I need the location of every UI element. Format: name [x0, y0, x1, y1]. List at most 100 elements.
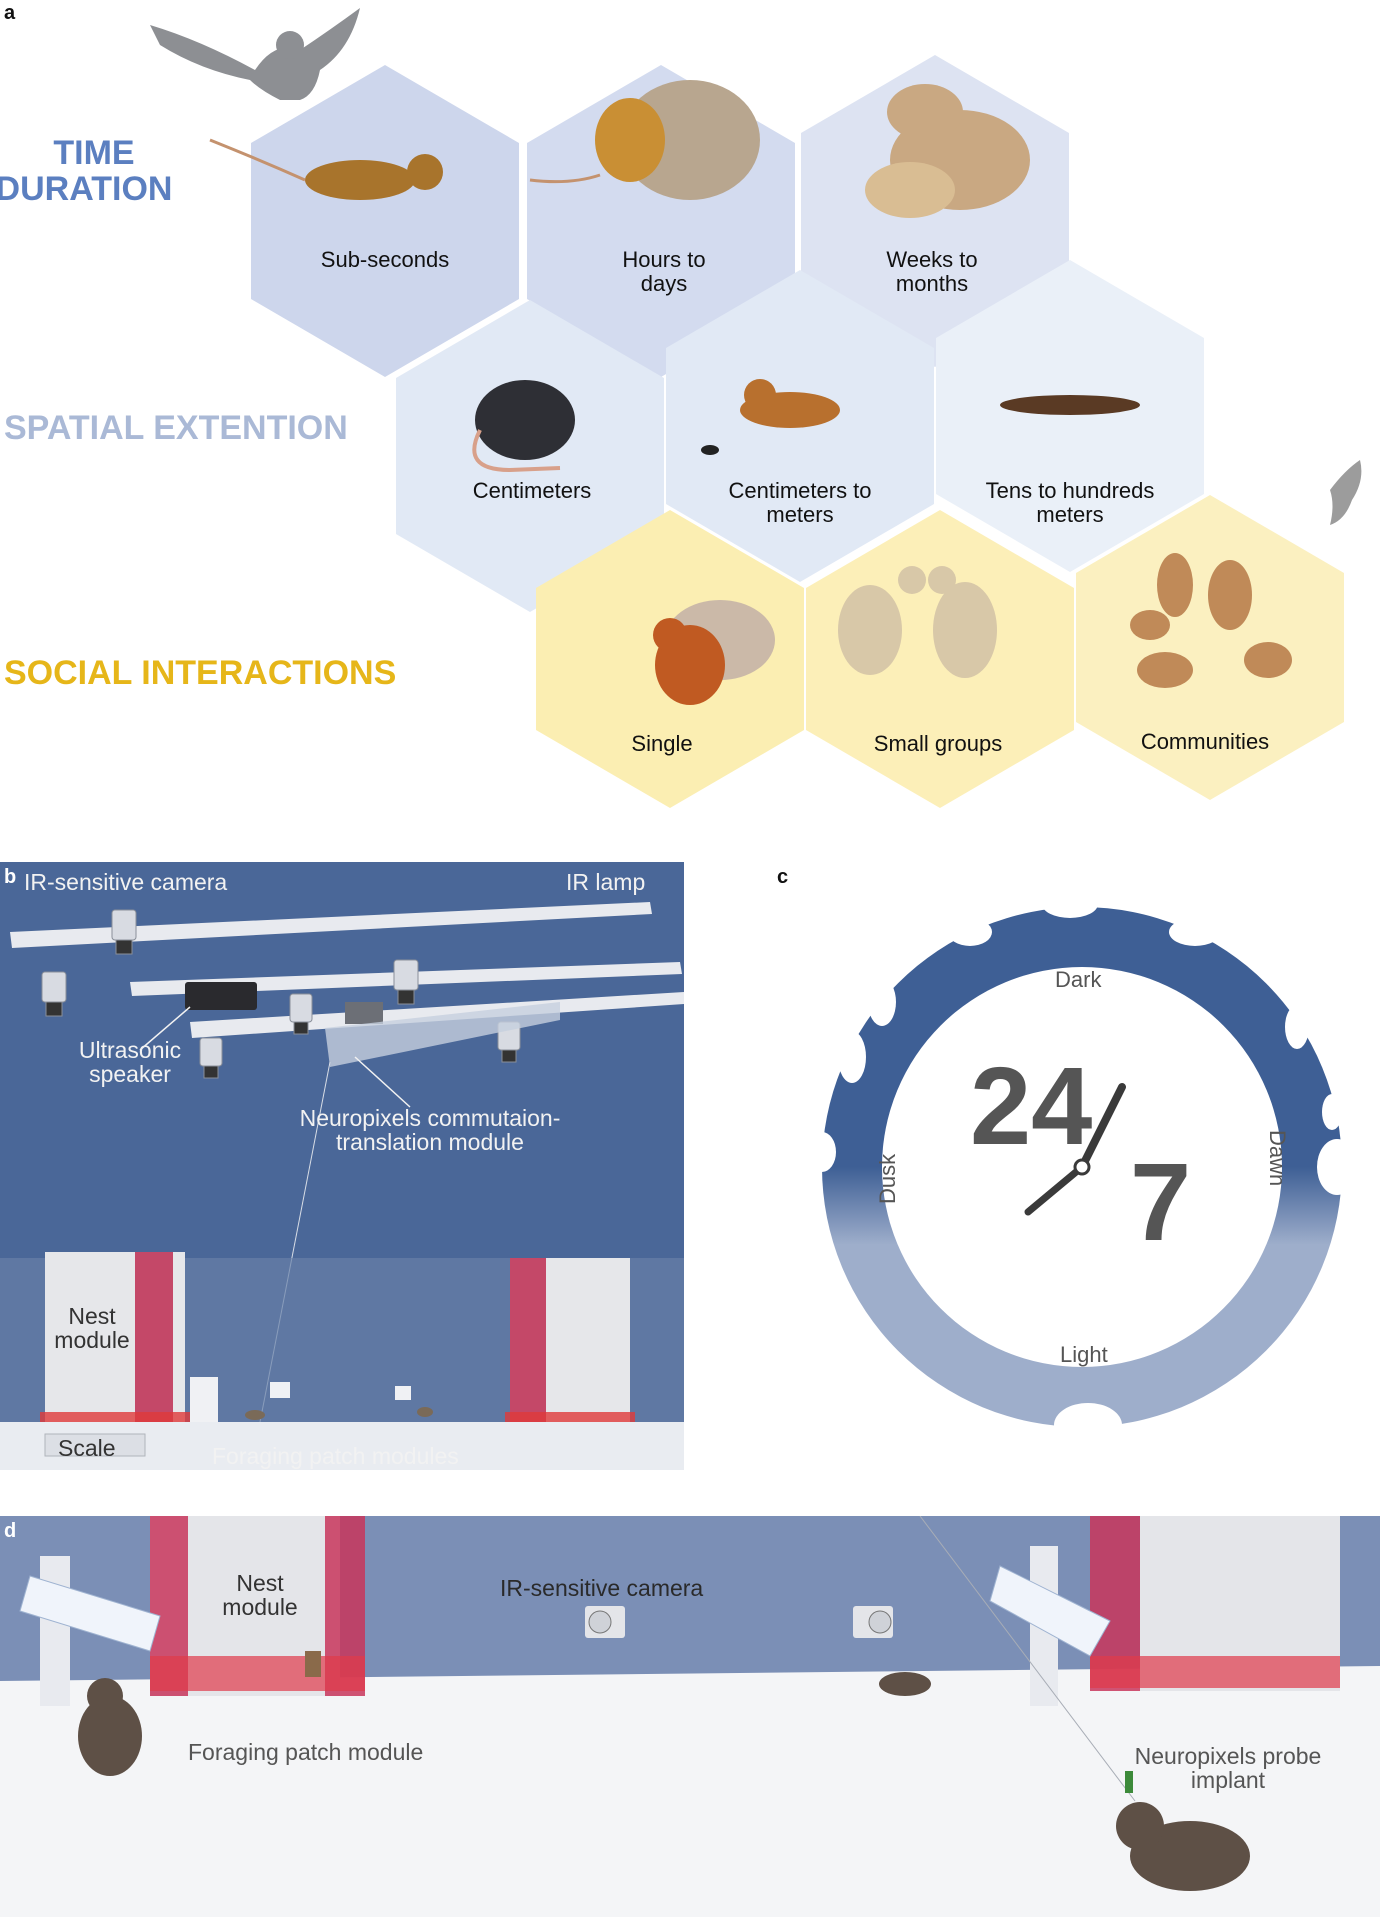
clock-minute-hand [1078, 1083, 1126, 1171]
hex-label-weeks-l1: Weeks to [886, 247, 978, 272]
ceiling-camera-icons [41, 909, 521, 1079]
hex-label-cm-m-l2: meters [766, 502, 834, 527]
hex-communities [1076, 495, 1344, 800]
foraging-patch-icon-2 [270, 1382, 290, 1398]
panel-d: d Nest module IR-sensitive camera Foragi… [0, 1516, 1380, 1917]
label-dusk: Dusk [875, 1153, 900, 1204]
scale-icon [44, 1433, 146, 1457]
nest-mouse-d-icon [305, 1651, 321, 1677]
label-dawn: Dawn [1265, 1130, 1290, 1186]
squirrel-icon [653, 600, 775, 705]
nest-icon-right [1317, 1139, 1357, 1195]
commutator-arm [325, 1002, 560, 1067]
capybara-icon [865, 84, 1030, 218]
panel-b: b IR-sensitive camera IR lamp Ultrasonic… [0, 862, 684, 1470]
time-title-line2: DURATION [0, 170, 173, 208]
nest-d-label-l1: Nest [236, 1570, 284, 1596]
label-light: Light [1060, 1342, 1108, 1367]
clock-7: 7 [1130, 1141, 1191, 1264]
neuropixels-label-l1: Neuropixels commutaion- [299, 1105, 561, 1131]
foraging-patch-right [989, 1546, 1111, 1706]
hexagon-grid [150, 8, 1362, 808]
panel-b-letter: b [4, 866, 17, 888]
hunting-mouse-icon [701, 379, 840, 455]
clock-hour-hand [1024, 1163, 1086, 1216]
time-duration-title: TIME DURATION [0, 135, 204, 207]
panel-b-rig [0, 902, 684, 1470]
hex-label-groups-l1: Small groups [873, 731, 1003, 756]
neuropixels-label-l2: translation module [336, 1129, 524, 1155]
hex-label-hours-l1: Hours to [622, 247, 706, 272]
rat-community-icon [1130, 553, 1292, 688]
panel-d-letter: d [4, 1520, 17, 1542]
probe-label-l2: implant [1190, 1767, 1266, 1793]
sleeping-mouse-icon [1054, 1403, 1122, 1447]
hex-label-cm-l1: Centimeters [472, 478, 592, 503]
prairie-dogs-icon [838, 566, 997, 678]
tether-cable-d [919, 1516, 1136, 1802]
mouse-icon-left-1 [868, 978, 896, 1026]
scale-label: Scale [58, 1435, 116, 1461]
speaker-callout-line [139, 1006, 191, 1051]
probe-implant-icon [1125, 1771, 1133, 1793]
hex-tens-to-hundreds-meters [936, 260, 1204, 572]
mouse-center-icon [879, 1672, 931, 1696]
nest-red-right [510, 1258, 546, 1438]
mouse-icon-top-right [1169, 918, 1221, 946]
mouse-icon-right-1 [1285, 1005, 1309, 1049]
nest-label-l2: module [54, 1327, 130, 1353]
nest-label-l1: Nest [68, 1303, 116, 1329]
foraging-patch-left [19, 1556, 161, 1706]
mouse-small-icon-2 [417, 1407, 433, 1417]
mouse-small-icon-1 [245, 1410, 265, 1420]
owl-icon [150, 8, 360, 100]
hex-label-single: Single [552, 732, 772, 756]
mouse-probe-icon [1116, 1802, 1250, 1891]
ir-camera-label: IR-sensitive camera [24, 869, 228, 895]
hex-label-single-l1: Single [631, 731, 693, 756]
ring-rodent-icons [808, 890, 1357, 1447]
speaker-label-l1: Ultrasonic [78, 1037, 182, 1063]
nest-floor-d-left [150, 1656, 365, 1691]
panel-d-scene [0, 1516, 1380, 1917]
probe-label-l1: Neuropixels probe [1134, 1743, 1322, 1769]
nest-red-left [135, 1252, 173, 1442]
ir-lamp-label: IR lamp [566, 869, 646, 895]
foraging-patch-icon-1 [190, 1377, 218, 1422]
nest-d-label-l2: module [222, 1594, 298, 1620]
mole-icon [1000, 395, 1140, 415]
hex-label-sub-seconds-l1: Sub-seconds [320, 247, 450, 272]
panel-c-letter: c [777, 866, 789, 888]
panel-c-clock: 24 7 Dark Light Dusk Dawn [808, 890, 1357, 1447]
neuropixels-module-label: Neuropixels commutaion- translation modu… [260, 1106, 600, 1154]
mouse-icon-left-2 [838, 1031, 866, 1083]
hex-label-weeks-to-months: Weeks to months [822, 248, 1042, 296]
mouse-icon-left-3 [808, 1132, 836, 1172]
foraging-patch-icon-3 [395, 1386, 411, 1400]
mouse-icon-right-2 [1322, 1094, 1342, 1130]
mouse-icon-top [1042, 890, 1098, 918]
nest-module-d-label: Nest module [215, 1571, 305, 1619]
speaker-label-l2: speaker [89, 1061, 171, 1087]
spatial-extention-title: SPATIAL EXTENTION [4, 409, 348, 447]
hex-label-hours-to-days: Hours to days [554, 248, 774, 296]
neuropixels-callout-line [354, 1056, 411, 1108]
ultrasonic-speaker-label: Ultrasonic speaker [70, 1038, 190, 1086]
nest-mouse-icon [529, 80, 760, 200]
hex-label-cm-m-l1: Centimeters to [728, 478, 872, 503]
ultrasonic-speaker-icon [185, 982, 257, 1010]
foraging-patch-d-label: Foraging patch module [188, 1739, 424, 1765]
wall-camera-icon-2 [853, 1606, 893, 1638]
mouse-left-icon [78, 1678, 142, 1776]
nest-floor-d-right [1090, 1656, 1340, 1688]
nest-module-label: Nest module [52, 1304, 132, 1352]
hex-label-tens-to-hundreds: Tens to hundreds meters [960, 479, 1180, 527]
time-title-line1: TIME [53, 134, 135, 172]
hex-label-tens-l1: Tens to hundreds [985, 478, 1155, 503]
probe-implant-label: Neuropixels probe implant [1118, 1744, 1338, 1792]
hex-label-comm-l1: Communities [1140, 729, 1270, 754]
hex-label-hours-l2: days [640, 271, 688, 296]
foraging-modules-label: Foraging patch modules [212, 1443, 459, 1469]
hex-label-tens-l2: meters [1036, 502, 1104, 527]
hex-sub-seconds [251, 65, 519, 377]
